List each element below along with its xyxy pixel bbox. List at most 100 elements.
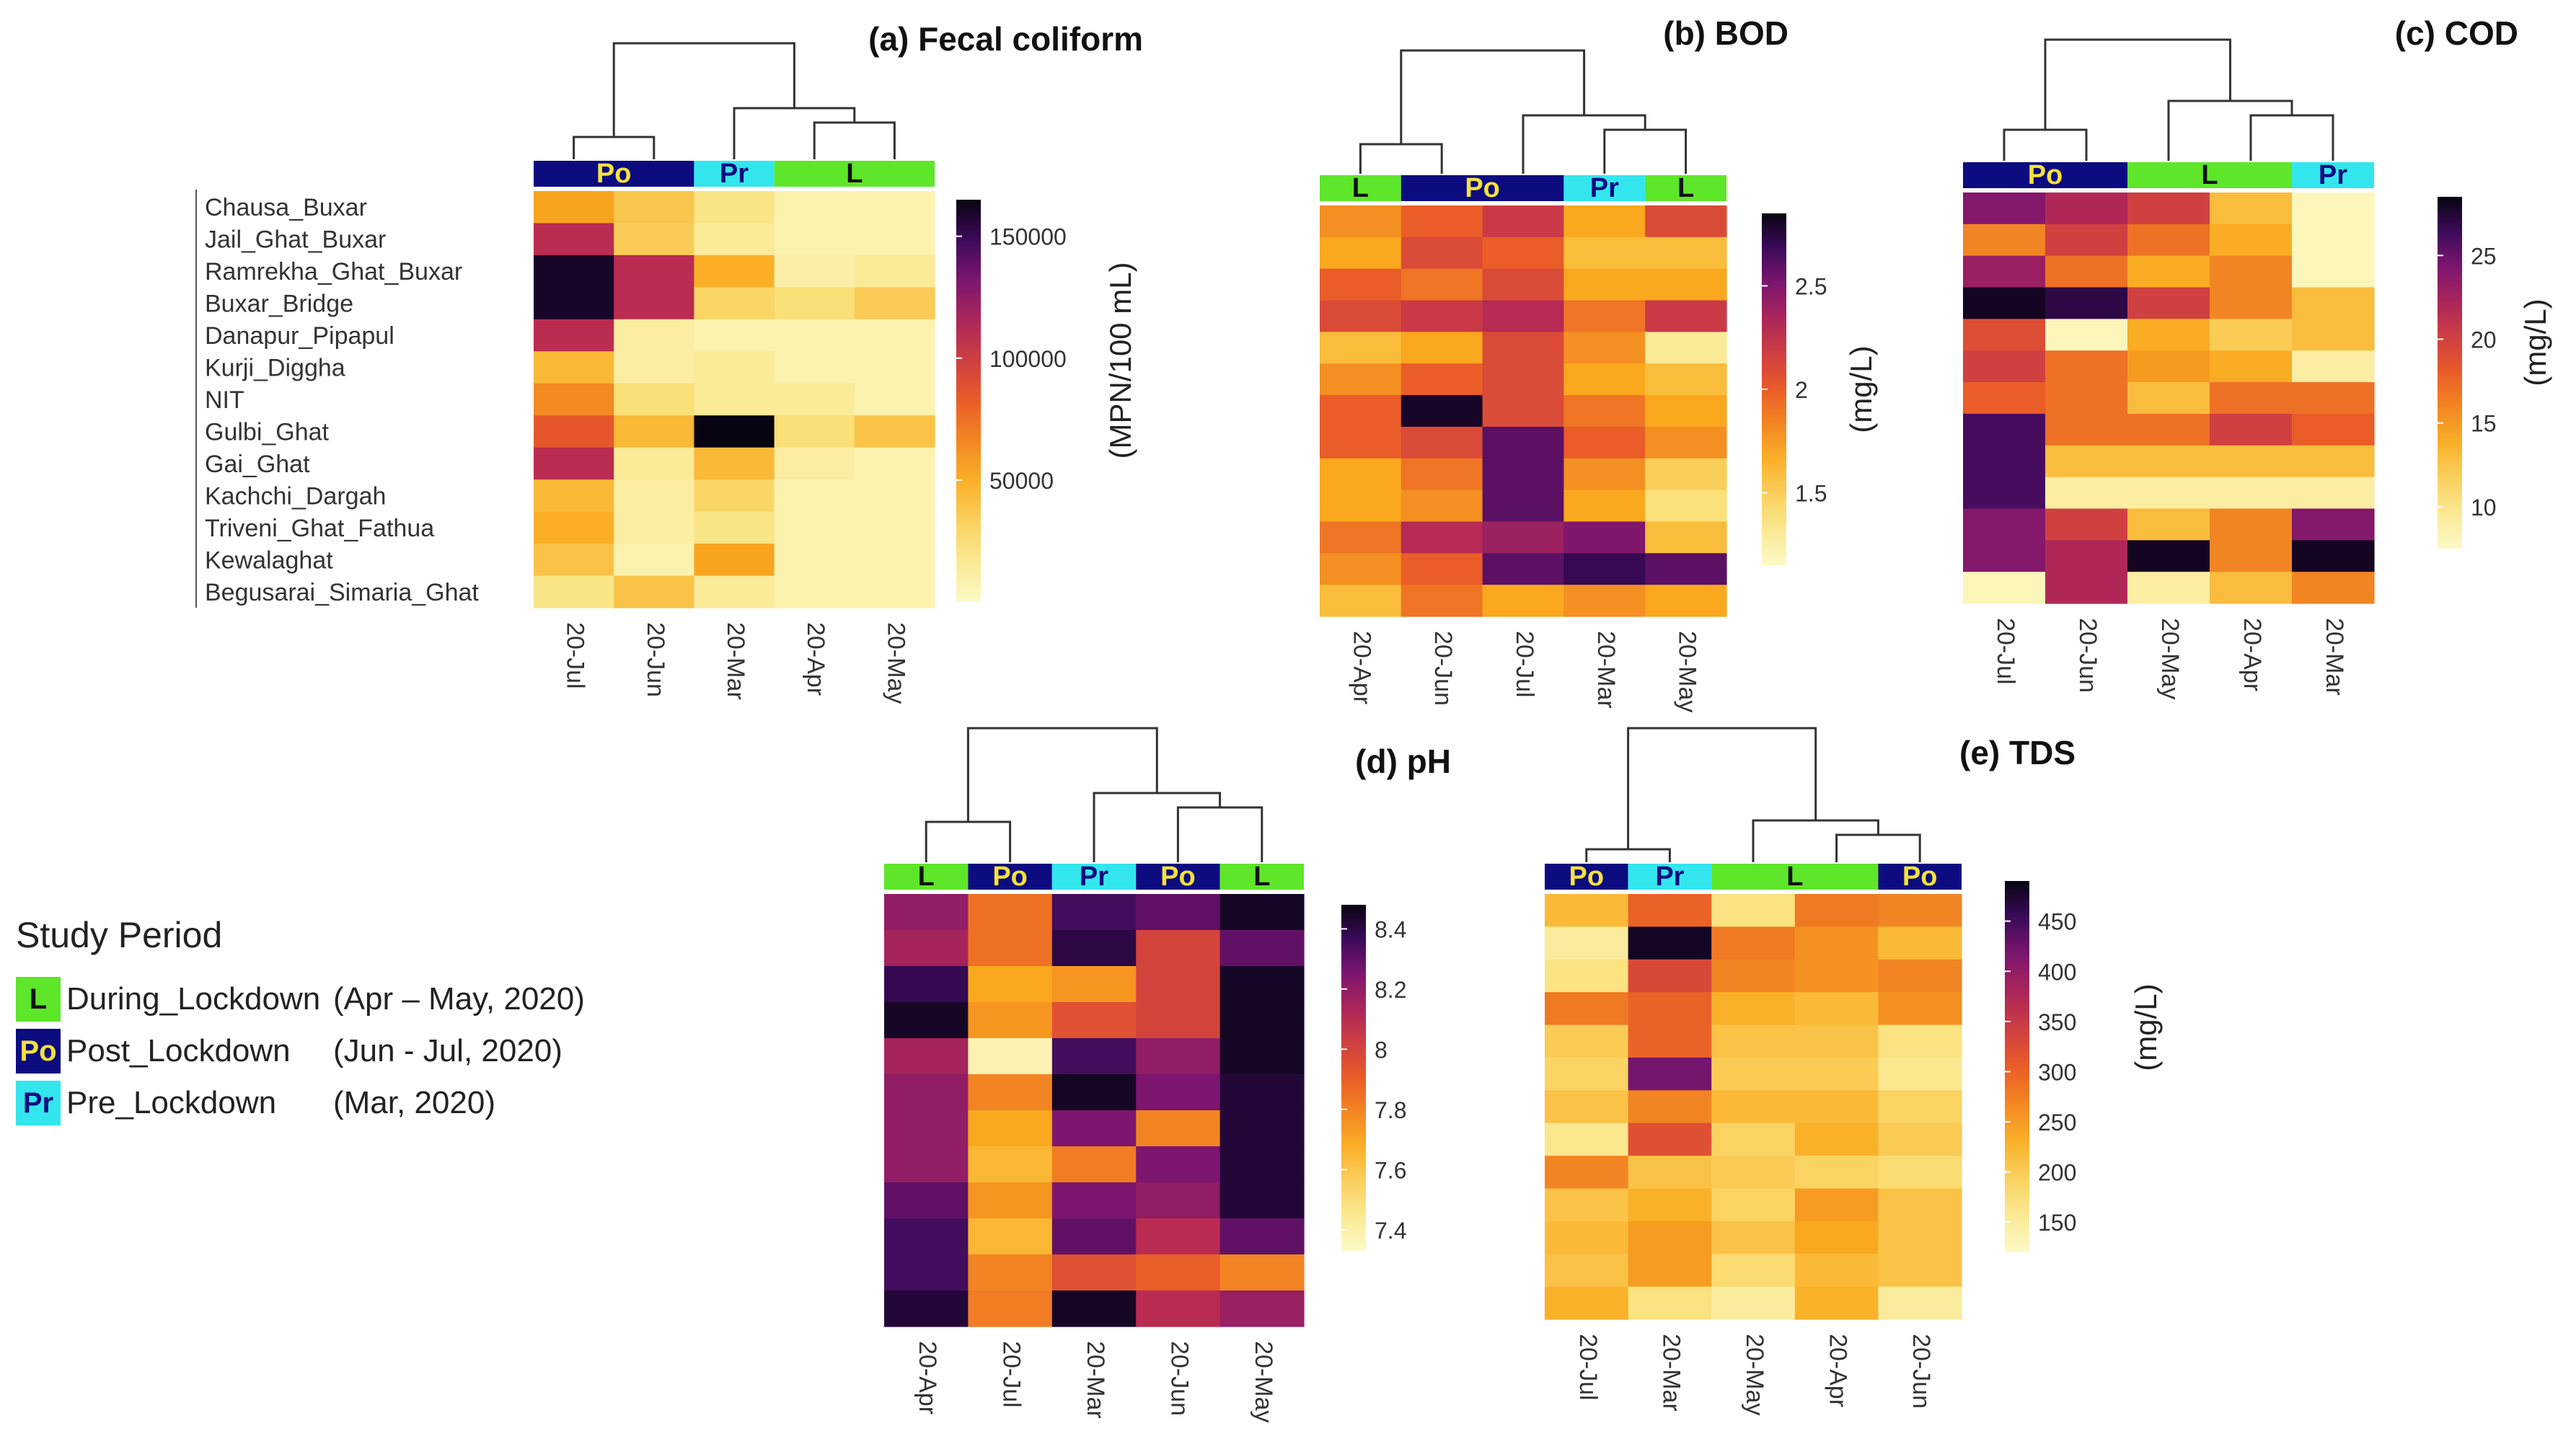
dendrogram-branch	[1585, 848, 1671, 862]
heatmap-cell	[774, 511, 855, 544]
colorbar-tick-label: 200	[2038, 1160, 2076, 1186]
heatmap-cell	[1878, 992, 1962, 1026]
heatmap-cell	[774, 351, 855, 384]
heatmap-cell	[1711, 959, 1796, 993]
heatmap-cell	[1320, 553, 1402, 585]
period-bar	[1563, 175, 1646, 201]
heatmap-cell	[1219, 1146, 1305, 1183]
heatmap-cell	[534, 415, 614, 448]
period-bar-label: Po	[596, 159, 632, 189]
dendrogram-branch	[1522, 114, 1646, 174]
heatmap-cell	[1628, 1286, 1712, 1320]
heatmap-cell	[2127, 540, 2210, 572]
heatmap-cell	[2127, 445, 2210, 478]
heatmap-cell	[1878, 894, 1962, 927]
period-bar-label: Pr	[1655, 862, 1684, 892]
heatmap-cell	[2045, 477, 2128, 510]
heatmap-cell	[854, 511, 935, 544]
heatmap-cell	[1645, 458, 1727, 491]
heatmap-cell	[1628, 1057, 1712, 1091]
heatmap-cell	[854, 447, 935, 480]
panel-b: L Po Pr L 20-Apr 20-Jun 20-Jul 20-Mar 20-May (b) …	[1320, 14, 1878, 712]
legend-label: Post_Lockdown	[66, 1033, 291, 1068]
heatmap-cell	[884, 1002, 969, 1039]
heatmap-cell	[1711, 1254, 1796, 1288]
heatmap-cell	[1545, 992, 1629, 1026]
period-bar-label: Pr	[720, 159, 749, 189]
column-label: 20-May	[2156, 618, 2184, 699]
period-bar-label: Po	[1902, 862, 1938, 892]
heatmap-cell	[1482, 490, 1564, 523]
legend-swatch: Po	[16, 1029, 61, 1073]
colorbar-title: (mg/L)	[1844, 345, 1878, 433]
heatmap-cell	[2127, 192, 2210, 225]
heatmap-cell	[774, 223, 855, 256]
heatmap-cell	[854, 287, 935, 320]
heatmap-cell	[2045, 413, 2128, 446]
heatmap-cell	[774, 415, 855, 448]
heatmap-cell	[1645, 363, 1727, 396]
heatmap-cell	[1219, 1002, 1305, 1039]
heatmap-cell	[1711, 1024, 1796, 1058]
heatmap-cell	[1628, 1123, 1712, 1156]
column-label: 20-Jun	[1429, 631, 1457, 706]
heatmap-cell	[2045, 319, 2128, 351]
heatmap-cell	[968, 1218, 1053, 1255]
heatmap-cell	[1219, 1182, 1305, 1219]
heatmap-cell	[1645, 490, 1727, 523]
heatmap-cell	[614, 544, 694, 577]
heatmap-cell	[1320, 490, 1402, 523]
site-label: Ramrekha_Ghat_Buxar	[205, 258, 462, 285]
heatmap-cell	[1563, 490, 1646, 523]
heatmap-cell	[1645, 236, 1727, 270]
heatmap-cell	[534, 287, 614, 320]
period-bar-label: L	[1677, 173, 1694, 203]
heatmap-cell	[1136, 1218, 1221, 1255]
column-label: 20-May	[1674, 631, 1701, 712]
column-label: 20-Jul	[1992, 618, 2019, 685]
legend-label: Pre_Lockdown	[66, 1085, 277, 1120]
heatmap-cell	[1794, 1156, 1879, 1190]
legend-range: (Mar, 2020)	[333, 1085, 495, 1120]
heatmap-cell	[1219, 1254, 1305, 1291]
heatmap-cell	[1794, 1057, 1879, 1091]
colorbar-tick-label: 25	[2471, 243, 2497, 269]
heatmap-cell	[1963, 445, 2046, 478]
heatmap-cell	[1878, 926, 1962, 960]
dendrogram-branch	[2003, 128, 2088, 161]
heatmap-cell	[1711, 1090, 1796, 1124]
colorbar-tick-label: 7.4	[1375, 1218, 1406, 1244]
heatmap-cell	[1563, 363, 1646, 396]
heatmap-cell	[2292, 413, 2375, 446]
colorbar-tick-label: 100000	[989, 346, 1067, 372]
heatmap-cell	[1320, 332, 1402, 364]
heatmap-cell	[968, 930, 1053, 967]
column-label: 20-Jun	[2074, 618, 2101, 693]
heatmap-cell	[1482, 268, 1564, 301]
period-bar	[774, 161, 935, 187]
dendrogram	[2003, 38, 2334, 161]
heatmap-cell	[1051, 1218, 1137, 1255]
period-bar-label: Po	[1465, 173, 1500, 203]
heatmap-cell	[614, 383, 694, 416]
heatmap-cell	[1401, 490, 1483, 523]
study-period-legend: Study Period L During_Lockdown (Apr – Ma…	[16, 914, 585, 1129]
heatmap-cell	[1482, 585, 1564, 617]
colorbar-tick-label: 2.5	[1795, 273, 1827, 299]
heatmap-cell	[534, 511, 614, 544]
colorbar-title: (MPN/100 mL)	[1103, 262, 1137, 459]
heatmap-cell	[1711, 1156, 1796, 1190]
heatmap-cell	[1051, 1002, 1137, 1039]
colorbar-tick-label: 250	[2038, 1110, 2076, 1135]
heatmap-cell	[2210, 223, 2293, 257]
heatmap-cell	[968, 1254, 1053, 1291]
period-bar	[1401, 175, 1564, 201]
site-label: Chausa_Buxar	[205, 194, 367, 221]
heatmap-cell	[1628, 959, 1712, 993]
heatmap-cell	[1878, 959, 1962, 993]
heatmap-cell	[1963, 319, 2046, 351]
heatmap-cell	[1628, 1090, 1712, 1124]
heatmap-cell	[1051, 1146, 1137, 1183]
heatmap-cell	[1628, 1188, 1712, 1222]
heatmap-cell	[1628, 992, 1712, 1026]
